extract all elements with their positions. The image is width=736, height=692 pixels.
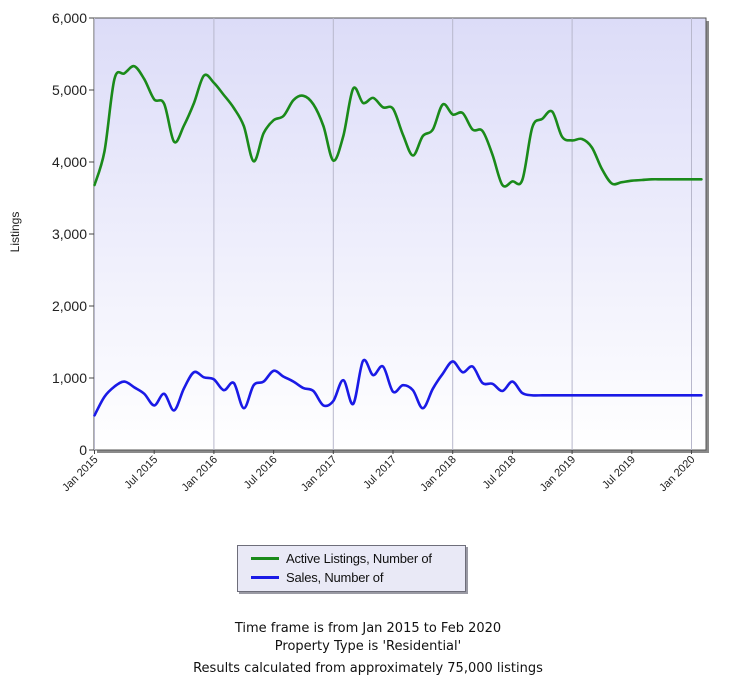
grid-lines: [94, 18, 692, 450]
time-frame-text: Time frame is from Jan 2015 to Feb 2020: [234, 621, 502, 636]
y-tick-label: 3,000: [52, 226, 87, 242]
y-tick-label: 0: [79, 442, 87, 458]
line-chart: 0 1,000 2,000 3,000 4,000 5,000 6,000 Jan 2015…: [8, 10, 709, 494]
legend-item-active-listings: Active Listings, Number of: [251, 549, 465, 568]
y-tick-label: 4,000: [52, 154, 87, 170]
legend-swatch-sales: [251, 576, 279, 579]
chart-area: 0 1,000 2,000 3,000 4,000 5,000 6,000 Jan 2015…: [8, 10, 709, 494]
x-tick-label: Jan 2017: [299, 454, 339, 494]
x-tick-label: Jan 2020: [657, 454, 697, 494]
legend-label-sales: Sales, Number of: [286, 570, 384, 585]
x-tick-label: Jan 2018: [418, 454, 458, 494]
chart-legend: Active Listings, Number of Sales, Number…: [237, 545, 466, 592]
x-tick-label: Jul 2019: [600, 454, 638, 492]
x-tick-label: Jan 2019: [538, 454, 578, 494]
x-tick-label: Jan 2016: [180, 454, 220, 494]
y-axis-label: Listings: [8, 212, 22, 253]
series-line-sales-number-of: [93, 358, 703, 417]
x-tick-label: Jul 2018: [481, 454, 519, 492]
chart-footer: Time frame is from Jan 2015 to Feb 2020 …: [0, 620, 736, 678]
x-tick-label: Jul 2015: [122, 454, 160, 492]
property-type-text: Property Type is 'Residential': [274, 639, 462, 654]
results-count-text: Results calculated from approximately 75…: [193, 661, 543, 676]
x-axis: Jan 2015 Jul 2015 Jan 2016 Jul 2016 Jan 2017…: [60, 450, 698, 494]
x-tick-label: Jul 2016: [242, 454, 280, 492]
y-tick-label: 1,000: [52, 370, 87, 386]
series-lines: [93, 64, 703, 417]
series-line-active-listings-number-of: [93, 64, 703, 188]
y-tick-label: 2,000: [52, 298, 87, 314]
y-tick-label: 5,000: [52, 82, 87, 98]
legend-item-sales: Sales, Number of: [251, 568, 465, 587]
y-tick-label: 6,000: [52, 10, 87, 26]
y-axis: 0 1,000 2,000 3,000 4,000 5,000 6,000: [52, 10, 94, 458]
legend-label-active-listings: Active Listings, Number of: [286, 551, 432, 566]
plot-background: [93, 17, 707, 451]
x-tick-label: Jul 2017: [361, 454, 399, 492]
legend-swatch-active-listings: [251, 557, 279, 560]
x-tick-label: Jan 2015: [60, 454, 100, 494]
